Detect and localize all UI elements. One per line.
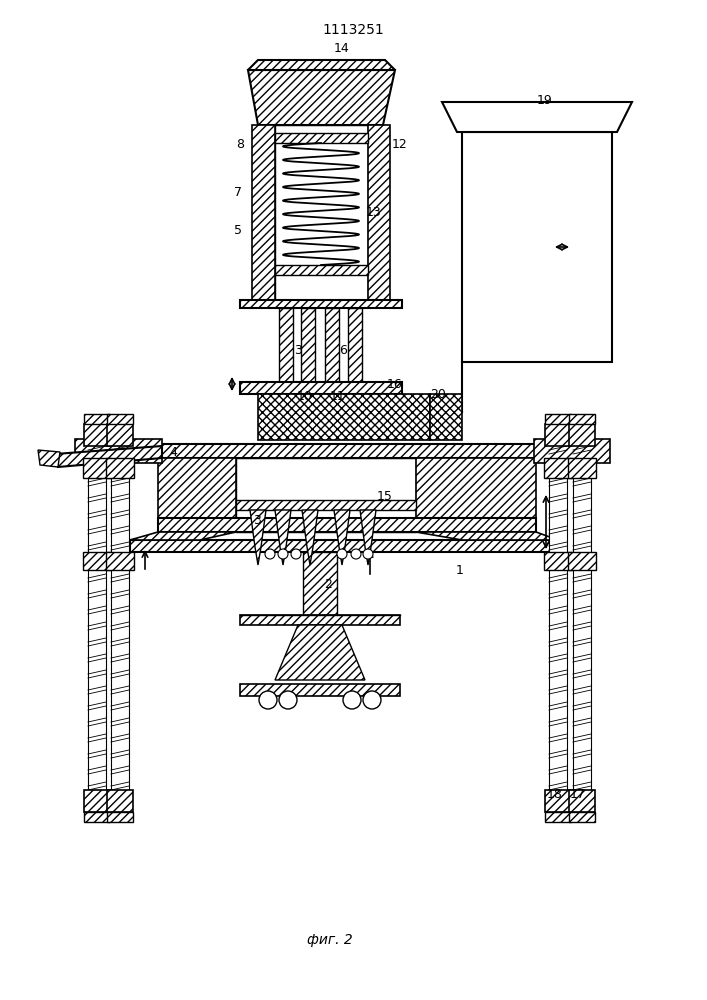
Bar: [549, 446, 567, 790]
Bar: [545, 790, 571, 812]
Polygon shape: [240, 615, 400, 625]
Text: 3: 3: [253, 514, 261, 526]
Bar: [107, 414, 133, 424]
Polygon shape: [55, 446, 162, 467]
Text: 8: 8: [236, 138, 244, 151]
Text: 1: 1: [456, 564, 464, 576]
Circle shape: [337, 549, 347, 559]
Circle shape: [351, 549, 361, 559]
Text: 19: 19: [537, 94, 553, 106]
Polygon shape: [38, 450, 60, 467]
Polygon shape: [279, 308, 293, 382]
Bar: [83, 552, 111, 570]
Text: 10: 10: [297, 389, 313, 402]
Polygon shape: [252, 125, 275, 300]
Polygon shape: [416, 532, 558, 540]
Polygon shape: [442, 102, 632, 132]
Bar: [544, 458, 572, 478]
Bar: [573, 446, 591, 790]
Polygon shape: [158, 458, 236, 518]
Polygon shape: [130, 532, 236, 540]
Bar: [107, 790, 133, 812]
Bar: [568, 458, 596, 478]
Text: 3: 3: [294, 344, 302, 357]
Bar: [544, 552, 572, 570]
Polygon shape: [248, 70, 395, 125]
Text: 7: 7: [234, 186, 242, 198]
Polygon shape: [334, 510, 350, 565]
Bar: [107, 424, 133, 446]
Bar: [84, 790, 110, 812]
Text: фиг. 2: фиг. 2: [307, 933, 353, 947]
Polygon shape: [250, 510, 266, 565]
Bar: [275, 125, 368, 300]
Bar: [106, 552, 134, 570]
Polygon shape: [275, 625, 365, 680]
Polygon shape: [301, 308, 315, 382]
Polygon shape: [248, 60, 395, 70]
Polygon shape: [416, 458, 536, 518]
Text: 13: 13: [366, 206, 382, 219]
Circle shape: [259, 691, 277, 709]
Polygon shape: [75, 439, 162, 463]
Text: 20: 20: [430, 387, 446, 400]
Bar: [569, 812, 595, 822]
Polygon shape: [236, 500, 416, 510]
Polygon shape: [360, 510, 376, 565]
Text: 4: 4: [169, 446, 177, 458]
Polygon shape: [368, 125, 390, 300]
Text: 6: 6: [339, 344, 347, 357]
Polygon shape: [240, 300, 402, 308]
Bar: [569, 424, 595, 446]
Bar: [111, 446, 129, 790]
Bar: [83, 458, 111, 478]
Text: 11: 11: [330, 389, 346, 402]
Circle shape: [363, 549, 373, 559]
Polygon shape: [258, 394, 430, 440]
Polygon shape: [303, 552, 337, 615]
Polygon shape: [325, 308, 339, 382]
Circle shape: [279, 691, 297, 709]
Polygon shape: [158, 518, 536, 532]
Text: 18: 18: [547, 788, 563, 802]
Circle shape: [291, 549, 301, 559]
Polygon shape: [534, 439, 610, 463]
Text: 5: 5: [234, 224, 242, 236]
Bar: [545, 414, 571, 424]
Text: 17: 17: [570, 788, 586, 802]
Bar: [236, 458, 416, 532]
Text: 1113251: 1113251: [322, 23, 384, 37]
Polygon shape: [240, 684, 400, 696]
Text: 14: 14: [334, 41, 350, 54]
Polygon shape: [130, 540, 558, 552]
Circle shape: [363, 691, 381, 709]
Bar: [569, 790, 595, 812]
Circle shape: [278, 549, 288, 559]
Bar: [107, 812, 133, 822]
Polygon shape: [240, 382, 402, 394]
Bar: [569, 414, 595, 424]
Bar: [545, 812, 571, 822]
Circle shape: [343, 691, 361, 709]
Text: 2: 2: [324, 578, 332, 591]
Bar: [84, 414, 110, 424]
Text: 12: 12: [392, 138, 408, 151]
Text: 15: 15: [377, 490, 393, 504]
Polygon shape: [302, 510, 318, 565]
Bar: [106, 458, 134, 478]
Bar: [88, 446, 106, 790]
Polygon shape: [430, 394, 462, 440]
Bar: [568, 552, 596, 570]
Polygon shape: [275, 133, 368, 143]
Polygon shape: [348, 308, 362, 382]
Polygon shape: [275, 510, 291, 565]
Bar: [84, 812, 110, 822]
Polygon shape: [275, 265, 368, 275]
Bar: [84, 424, 110, 446]
Polygon shape: [158, 444, 536, 458]
Text: 16: 16: [387, 377, 403, 390]
Circle shape: [265, 549, 275, 559]
Bar: [545, 424, 571, 446]
Bar: [462, 132, 612, 362]
